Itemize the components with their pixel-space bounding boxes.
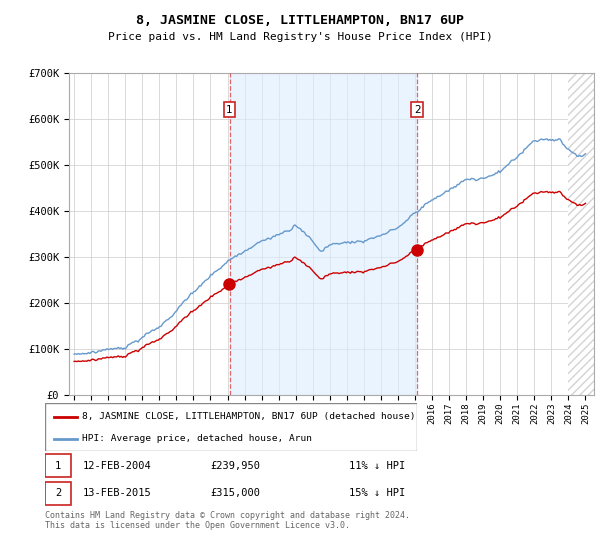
Text: HPI: Average price, detached house, Arun: HPI: Average price, detached house, Arun (82, 435, 312, 444)
Text: 8, JASMINE CLOSE, LITTLEHAMPTON, BN17 6UP (detached house): 8, JASMINE CLOSE, LITTLEHAMPTON, BN17 6U… (82, 412, 416, 421)
Text: 1: 1 (55, 461, 61, 470)
Text: 2: 2 (414, 105, 421, 115)
Bar (230, 73, 417, 395)
Bar (45, 454, 71, 477)
Text: 13-FEB-2015: 13-FEB-2015 (83, 488, 151, 498)
Text: 12-FEB-2004: 12-FEB-2004 (83, 461, 151, 470)
Text: Price paid vs. HM Land Registry's House Price Index (HPI): Price paid vs. HM Land Registry's House … (107, 32, 493, 42)
Text: 15% ↓ HPI: 15% ↓ HPI (349, 488, 405, 498)
Text: 11% ↓ HPI: 11% ↓ HPI (349, 461, 405, 470)
Text: Contains HM Land Registry data © Crown copyright and database right 2024.
This d: Contains HM Land Registry data © Crown c… (45, 511, 410, 530)
Bar (568, 73, 594, 395)
Text: £239,950: £239,950 (211, 461, 260, 470)
Bar (45, 482, 71, 505)
Text: 2: 2 (55, 488, 61, 498)
Text: 1: 1 (226, 105, 233, 115)
Text: £315,000: £315,000 (211, 488, 260, 498)
Text: 8, JASMINE CLOSE, LITTLEHAMPTON, BN17 6UP: 8, JASMINE CLOSE, LITTLEHAMPTON, BN17 6U… (136, 14, 464, 27)
